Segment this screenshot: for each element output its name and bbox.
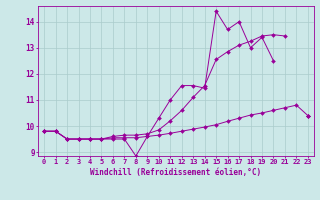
X-axis label: Windchill (Refroidissement éolien,°C): Windchill (Refroidissement éolien,°C) <box>91 168 261 177</box>
